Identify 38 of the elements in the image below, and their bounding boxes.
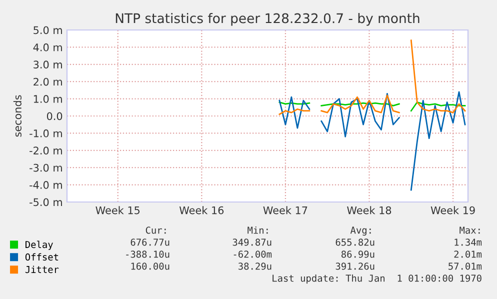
- text: 1.34m: [454, 238, 482, 246]
- x-tick-label: Week 15: [96, 206, 140, 214]
- text: Last update: Thu Jan 1 01:00:00 1970: [272, 274, 482, 284]
- y-axis-title: seconds: [13, 95, 22, 137]
- y-tick-label: -3.0 m: [30, 164, 62, 172]
- y-tick-label: 4.0 m: [33, 43, 62, 52]
- text: 38.29u: [238, 262, 272, 270]
- text: 676.77u: [130, 238, 170, 246]
- text: 349.87u: [232, 238, 272, 246]
- text: Avg:: [350, 226, 371, 236]
- x-tick-label: Week 19: [430, 206, 475, 214]
- x-tick-label: Week 16: [179, 206, 224, 214]
- text: 86.99u: [341, 250, 374, 258]
- text: 391.26u: [336, 262, 374, 270]
- text: -62.00m: [234, 250, 272, 258]
- text: 160.00u: [131, 262, 170, 270]
- text: 57.01m: [448, 262, 482, 270]
- y-tick-label: -4.0 m: [30, 181, 62, 189]
- y-tick-label: 0.0: [46, 112, 62, 120]
- text: Max:: [460, 226, 480, 234]
- y-tick-label: 2.0 m: [34, 78, 62, 86]
- y-tick-label: -2.0 m: [30, 146, 62, 155]
- text: Min:: [248, 226, 268, 234]
- y-tick-label: -5.0 m: [30, 198, 62, 206]
- chart-title: NTP statistics for peer 128.232.0.7 - by month: [116, 13, 420, 26]
- text: -388.10u: [126, 250, 170, 258]
- x-tick-label: Week 18: [347, 206, 392, 214]
- text: Cur:: [146, 226, 166, 234]
- text: 2.01m: [454, 250, 482, 258]
- y-tick-label: 1.0 m: [34, 95, 62, 103]
- y-tick-label: -1.0 m: [30, 129, 62, 138]
- y-tick-label: 5.0 m: [34, 26, 62, 34]
- text: 655.82u: [336, 238, 374, 246]
- x-tick-label: Week 17: [263, 206, 308, 214]
- legend-label: Offset: [25, 253, 58, 261]
- legend-label: Jitter: [25, 266, 59, 274]
- y-tick-label: 3.0 m: [34, 60, 62, 69]
- legend-label: Delay: [26, 240, 53, 250]
